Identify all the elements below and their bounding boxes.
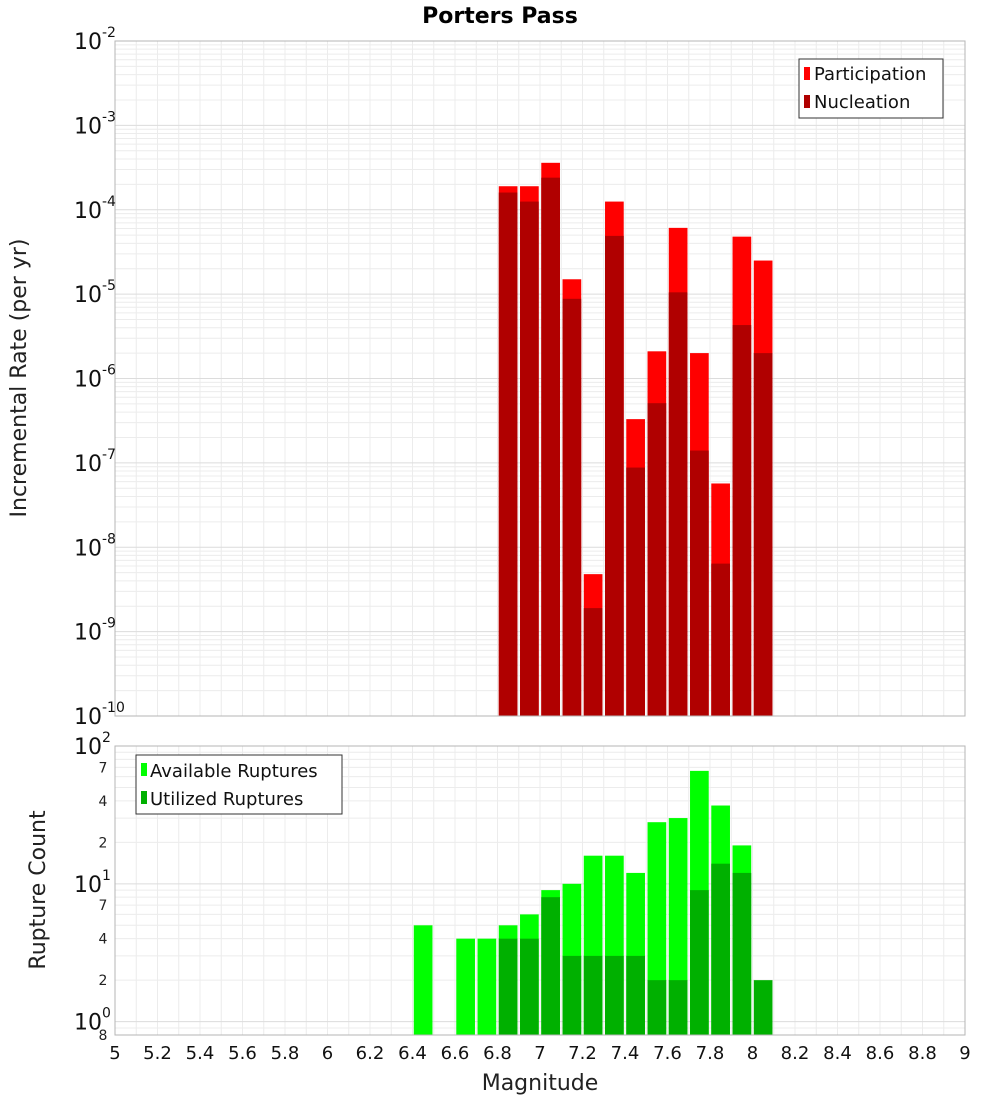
top-plot-frame xyxy=(114,40,966,717)
bottom-x-ticks: 5 5.2 5.4 5.6 5.8 6 6.2 6.4 6.6 6.8 7 7.2 7.4 7.6 7.8 8… xyxy=(109,1043,970,1064)
legend-label-nucleation: Nucleation xyxy=(814,92,910,113)
rate-bar-nucleation xyxy=(562,298,582,716)
top-y-axis-label: Incremental Rate (per yr) xyxy=(7,239,32,518)
top-grid xyxy=(114,40,966,717)
legend-swatch-participation xyxy=(804,67,810,80)
rate-bar-nucleation xyxy=(690,450,709,716)
x-tick-label: 7.2 xyxy=(568,1043,597,1064)
top-legend-box xyxy=(798,58,944,119)
x-tick-label: 7.6 xyxy=(653,1043,682,1064)
count-bar-utilized-ruptures xyxy=(668,980,688,1035)
x-tick-label: 8.6 xyxy=(866,1043,895,1064)
y-tick-label: 10-7 xyxy=(74,447,116,477)
count-bar-available-ruptures xyxy=(413,925,433,1035)
count-bar-utilized-ruptures xyxy=(732,872,752,1035)
rate-bar-nucleation xyxy=(668,292,688,716)
y-tick-label: 10-10 xyxy=(74,700,125,730)
y-minor-tick-label: 8 xyxy=(99,1028,108,1044)
count-bar-utilized-ruptures xyxy=(605,955,624,1035)
bottom-legend-box xyxy=(135,754,343,815)
x-tick-label: 8.4 xyxy=(823,1043,852,1064)
y-tick-label: 10-3 xyxy=(74,109,116,139)
bottom-y-axis-label: Rupture Count xyxy=(26,810,51,970)
count-bar-utilized-ruptures xyxy=(753,980,773,1035)
x-tick-label: 6.8 xyxy=(483,1043,512,1064)
count-bar-utilized-ruptures xyxy=(520,938,539,1035)
x-tick-label: 5.4 xyxy=(186,1043,215,1064)
x-tick-label: 8 xyxy=(747,1043,758,1064)
y-minor-tick-label: 2 xyxy=(99,835,108,851)
x-tick-label: 8.8 xyxy=(908,1043,937,1064)
x-tick-label: 7.8 xyxy=(696,1043,725,1064)
legend-label-participation: Participation xyxy=(814,64,926,85)
rate-bar-nucleation xyxy=(541,177,560,716)
y-tick-label: 10-9 xyxy=(74,616,116,646)
y-tick-label: 10-2 xyxy=(74,25,116,55)
x-tick-label: 6.6 xyxy=(441,1043,470,1064)
x-tick-label: 5.8 xyxy=(271,1043,300,1064)
y-tick-label: 101 xyxy=(74,868,111,898)
count-bar-available-ruptures xyxy=(456,938,475,1035)
count-bar-utilized-ruptures xyxy=(690,890,709,1035)
x-tick-label: 5 xyxy=(109,1043,120,1064)
count-bar-utilized-ruptures xyxy=(583,955,603,1035)
rate-bar-nucleation xyxy=(626,467,645,716)
rate-bar-nucleation xyxy=(583,608,603,716)
rate-bar-nucleation xyxy=(711,563,730,716)
count-bar-available-ruptures xyxy=(477,938,497,1035)
y-minor-tick-label: 2 xyxy=(99,973,108,989)
y-minor-tick-label: 4 xyxy=(99,794,108,810)
legend-label-available-ruptures: Available Ruptures xyxy=(150,761,318,782)
top-y-ticks: 10-10 10-9 10-8 10-7 10-6 10-5 10-4 10-3 10-2 xyxy=(74,25,125,730)
legend-swatch-available-ruptures xyxy=(141,763,147,776)
bottom-legend: Available Ruptures Utilized Ruptures xyxy=(135,754,343,815)
y-minor-tick-label: 4 xyxy=(99,932,108,948)
rate-bar-nucleation xyxy=(647,403,667,716)
top-legend: Participation Nucleation xyxy=(798,58,944,119)
y-tick-label: 10-4 xyxy=(74,194,116,224)
x-tick-label: 7 xyxy=(534,1043,545,1064)
count-bar-utilized-ruptures xyxy=(711,863,730,1035)
chart-title: Porters Pass xyxy=(422,4,578,29)
y-tick-label: 100 xyxy=(74,1006,111,1036)
bottom-y-ticks: 100 101 102 8 2 4 7 2 4 7 xyxy=(74,730,111,1044)
y-tick-label: 10-8 xyxy=(74,531,116,561)
rate-bar-nucleation xyxy=(753,353,773,716)
x-tick-label: 6 xyxy=(322,1043,333,1064)
count-bar-utilized-ruptures xyxy=(541,897,560,1035)
x-tick-label: 7.4 xyxy=(611,1043,640,1064)
x-tick-label: 5.6 xyxy=(228,1043,257,1064)
count-bar-utilized-ruptures xyxy=(562,955,582,1035)
x-tick-label: 5.2 xyxy=(143,1043,172,1064)
y-tick-label: 10-5 xyxy=(74,278,116,308)
y-minor-tick-label: 7 xyxy=(99,898,108,914)
x-tick-label: 6.2 xyxy=(356,1043,385,1064)
x-tick-label: 9 xyxy=(959,1043,970,1064)
y-minor-tick-label: 7 xyxy=(99,760,108,776)
count-bar-utilized-ruptures xyxy=(498,938,518,1035)
rate-bar-nucleation xyxy=(520,201,539,716)
x-tick-label: 6.4 xyxy=(398,1043,427,1064)
legend-swatch-nucleation xyxy=(804,95,810,108)
y-tick-label: 102 xyxy=(74,730,111,760)
bottom-bars xyxy=(413,770,773,1035)
rate-bar-nucleation xyxy=(605,235,624,716)
y-tick-label: 10-6 xyxy=(74,363,116,393)
count-bar-utilized-ruptures xyxy=(626,955,645,1035)
bottom-plot-frame xyxy=(114,745,966,1036)
x-tick-label: 8.2 xyxy=(781,1043,810,1064)
rate-bar-nucleation xyxy=(498,192,518,717)
count-bar-utilized-ruptures xyxy=(647,980,667,1035)
top-bars xyxy=(498,162,773,717)
rate-bar-nucleation xyxy=(732,325,752,716)
x-axis-label: Magnitude xyxy=(482,1071,599,1096)
legend-label-utilized-ruptures: Utilized Ruptures xyxy=(150,789,303,810)
legend-swatch-utilized-ruptures xyxy=(141,791,147,804)
